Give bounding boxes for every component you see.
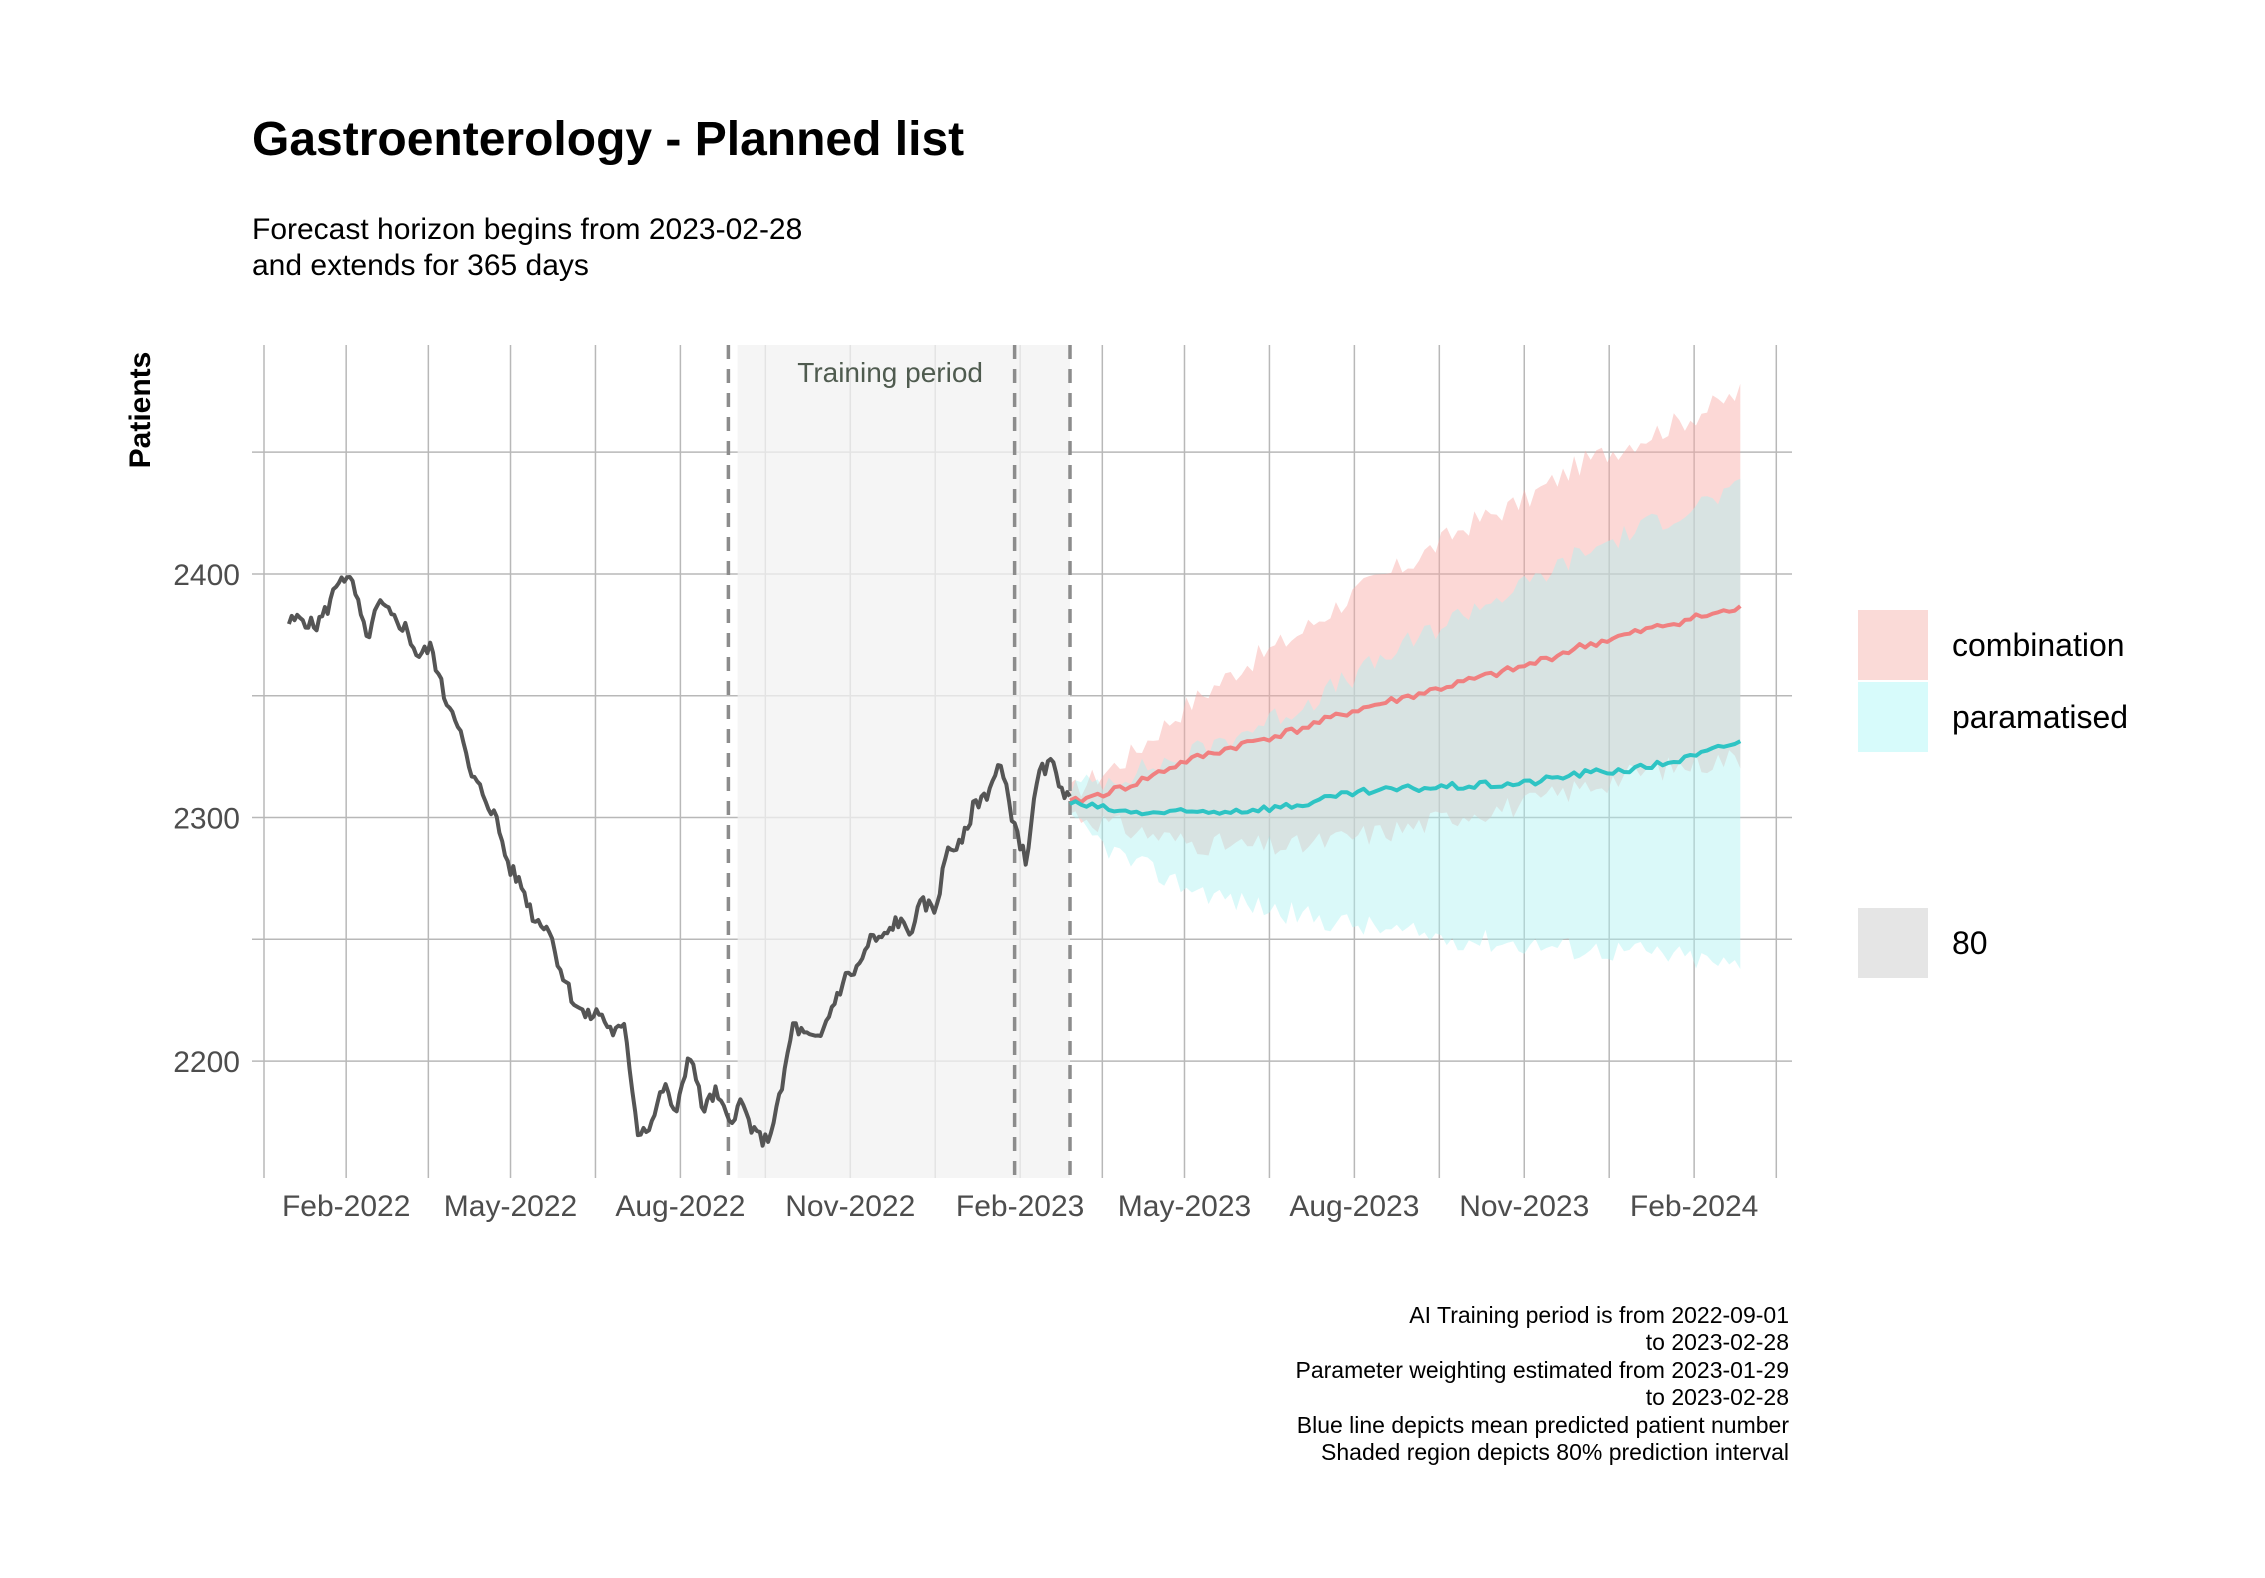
caption-line: Parameter weighting estimated from 2023-… [1295,1356,1789,1383]
y-axis-ticks: 2200 2300 2400 [173,559,240,1079]
x-tick-label: Nov-2022 [785,1190,915,1223]
x-tick-label: Nov-2023 [1459,1190,1589,1223]
chart-title: Gastroenterology - Planned list [252,113,965,166]
prediction-bands [1070,383,1741,969]
caption-line: Blue line depicts mean predicted patient… [1296,1411,1789,1438]
subtitle-line: and extends for 365 days [252,249,589,282]
y-tick-label: 2300 [173,803,240,836]
historical-line [287,575,1072,1148]
chart-caption: AI Training period is from 2022-09-01 to… [1296,1302,1789,1466]
caption-line: to 2023-02-28 [1645,1384,1789,1411]
chart-subtitle: Forecast horizon begins from 2023-02-28 … [252,212,802,284]
subtitle-line: Forecast horizon begins from 2023-02-28 [252,213,803,246]
legend: combination paramatised 80 [1858,610,2128,978]
legend-label: combination [1952,627,2125,663]
x-axis-ticks: Feb-2022 May-2022 Aug-2022 Nov-2022 Feb-2023… [282,1190,1758,1223]
legend-key-interval [1858,908,1928,978]
x-tick-label: Aug-2022 [615,1190,745,1223]
series-lines [287,575,1742,1148]
x-tick-label: Feb-2024 [1630,1190,1758,1223]
series-line-combination [1069,604,1742,805]
legend-label: 80 [1952,925,1988,961]
series-line-paramatised [1069,739,1742,817]
caption-line: to 2023-02-28 [1645,1329,1789,1356]
legend-label: paramatised [1952,699,2128,735]
x-tick-label: May-2022 [444,1190,577,1223]
training-period-label: Training period [797,357,983,388]
y-axis-label: Patients [124,352,157,469]
x-tick-label: Feb-2022 [282,1190,410,1223]
legend-key-combination [1858,610,1928,680]
caption-line: Shaded region depicts 80% prediction int… [1321,1439,1789,1466]
y-tick-label: 2200 [173,1046,240,1079]
x-tick-label: Aug-2023 [1289,1190,1419,1223]
prediction-band-combination [1070,383,1741,856]
x-tick-label: May-2023 [1118,1190,1251,1223]
x-tick-label: Feb-2023 [956,1190,1084,1223]
prediction-band-paramatised [1070,478,1741,969]
legend-key-paramatised [1858,682,1928,752]
caption-line: AI Training period is from 2022-09-01 [1409,1302,1789,1328]
y-tick-label: 2400 [173,559,240,592]
training-dashed-lines [726,345,1072,1178]
